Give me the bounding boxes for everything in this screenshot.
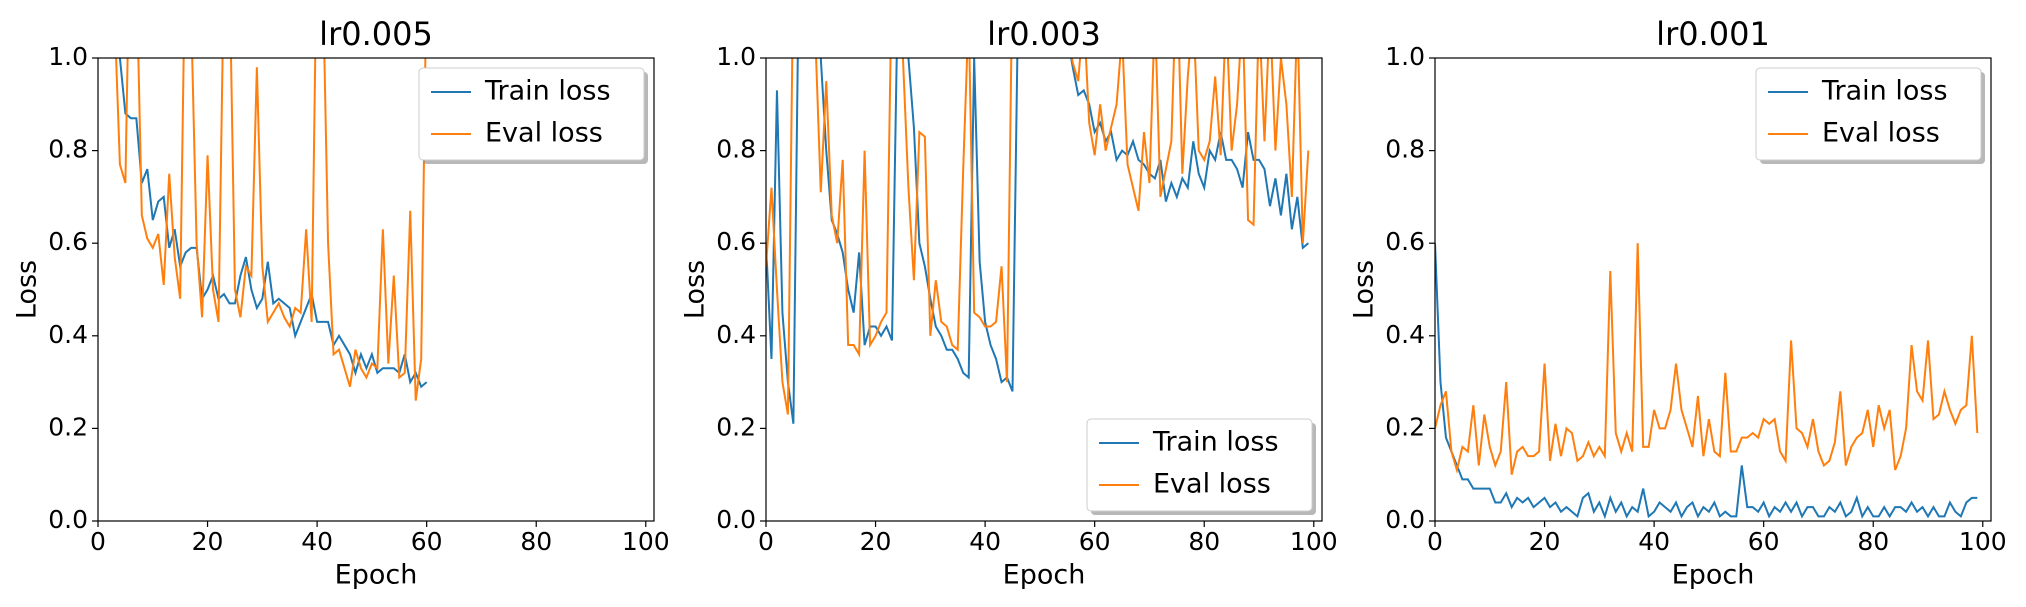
plot-frame (765, 57, 1323, 522)
legend-label: Train loss (1152, 427, 1279, 458)
legend-label: Eval loss (1822, 118, 1940, 149)
series-line (766, 58, 1309, 424)
x-tick-label: 20 (1529, 527, 1561, 556)
y-tick-label: 0.0 (716, 505, 756, 534)
y-tick-label: 0.0 (1385, 505, 1425, 534)
x-tick-label: 20 (192, 527, 224, 556)
x-tick-label: 40 (969, 527, 1001, 556)
legend-label: Train loss (1821, 76, 1948, 107)
x-tick-label: 0 (90, 527, 106, 556)
legend-label: Eval loss (1153, 469, 1271, 500)
y-tick-label: 0.6 (48, 227, 88, 256)
x-tick-label: 20 (860, 527, 892, 556)
x-tick-label: 0 (1427, 527, 1443, 556)
x-axis-label: Epoch (1003, 560, 1086, 591)
y-tick-label: 0.4 (716, 320, 756, 349)
plot-frame (1434, 57, 1992, 522)
y-axis-label: Loss (680, 260, 711, 319)
y-tick-label: 0.8 (716, 135, 756, 164)
y-axis-label: Loss (12, 260, 43, 319)
x-tick-label: 100 (1290, 527, 1338, 556)
series-line (118, 58, 428, 389)
y-tick-label: 0.2 (716, 412, 756, 441)
x-tick-label: 80 (1857, 527, 1889, 556)
y-tick-label: 0.2 (1385, 412, 1425, 441)
x-axis-label: Epoch (335, 560, 418, 591)
chart-title: lr0.001 (1656, 15, 1770, 53)
x-tick-label: 60 (1079, 527, 1111, 556)
legend-box (1755, 67, 1982, 161)
x-tick-label: 100 (622, 527, 670, 556)
x-tick-label: 60 (1748, 527, 1780, 556)
plot-frame (97, 57, 655, 522)
series-line (1435, 243, 1978, 520)
x-tick-label: 60 (411, 527, 443, 556)
y-axis-label: Loss (1349, 260, 1380, 319)
legend-label: Eval loss (485, 118, 603, 149)
legend-box (1086, 418, 1313, 512)
y-tick-label: 1.0 (1385, 42, 1425, 71)
x-tick-label: 40 (1638, 527, 1670, 556)
legend-label: Train loss (484, 76, 611, 107)
y-tick-label: 0.6 (1385, 227, 1425, 256)
chart-title: lr0.003 (987, 15, 1101, 53)
y-tick-label: 0.4 (1385, 320, 1425, 349)
chart-title: lr0.005 (319, 15, 433, 53)
y-tick-label: 0.8 (1385, 135, 1425, 164)
x-tick-label: 80 (1188, 527, 1220, 556)
series-line (115, 58, 427, 401)
y-tick-label: 0.4 (48, 320, 88, 349)
x-tick-label: 40 (301, 527, 333, 556)
y-tick-label: 1.0 (716, 42, 756, 71)
x-tick-label: 100 (1959, 527, 2007, 556)
x-tick-label: 0 (758, 527, 774, 556)
x-axis-label: Epoch (1672, 560, 1755, 591)
x-tick-label: 80 (520, 527, 552, 556)
y-tick-label: 0.2 (48, 412, 88, 441)
series-line (766, 58, 1310, 415)
y-tick-label: 1.0 (48, 42, 88, 71)
series-line (1435, 243, 1979, 475)
y-tick-label: 0.8 (48, 135, 88, 164)
y-tick-label: 0.6 (716, 227, 756, 256)
y-tick-label: 0.0 (48, 505, 88, 534)
legend-box (418, 67, 645, 161)
